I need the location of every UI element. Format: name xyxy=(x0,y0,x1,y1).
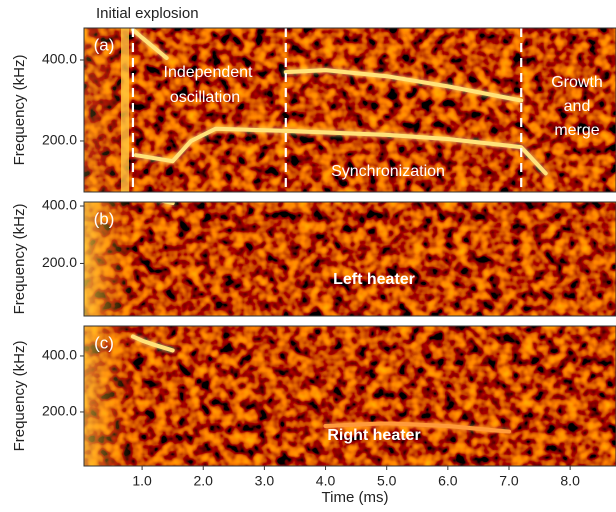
x-tick-label: 8.0 xyxy=(560,473,580,489)
panel-label: (b) xyxy=(94,209,115,228)
x-tick-label: 7.0 xyxy=(499,473,519,489)
y-tick-label: 400.0 xyxy=(42,51,77,67)
annotation: Left heater xyxy=(333,271,415,288)
ridge-line xyxy=(283,68,524,103)
plot-frame xyxy=(83,27,616,193)
panel xyxy=(84,28,616,192)
panel-label: (c) xyxy=(94,333,114,352)
panel-label: (a) xyxy=(94,35,115,54)
y-axis-label: Frequency (kHz) xyxy=(11,341,28,452)
x-axis-label: Time (ms) xyxy=(322,489,389,506)
y-axis-label: Frequency (kHz) xyxy=(11,204,28,315)
x-tick-label: 3.0 xyxy=(255,473,275,489)
annotation: Right heater xyxy=(327,427,420,444)
x-tick-label: 2.0 xyxy=(194,473,214,489)
low-time-burst xyxy=(84,202,134,316)
plot-frame xyxy=(83,325,616,467)
explosion-band xyxy=(121,28,129,192)
y-tick-label: 200.0 xyxy=(42,132,77,148)
y-axis-label: Frequency (kHz) xyxy=(11,55,28,166)
annotation: Synchronization xyxy=(331,163,445,180)
spectrogram-noise xyxy=(84,28,616,192)
annotation: merge xyxy=(554,122,599,139)
plot-frame xyxy=(83,201,616,317)
panel xyxy=(84,202,616,316)
low-time-burst xyxy=(84,326,134,466)
ridge-line xyxy=(130,334,175,353)
annotation: Initial explosion xyxy=(96,5,199,22)
x-tick-label: 1.0 xyxy=(132,473,152,489)
annotation: and xyxy=(564,98,591,115)
annotation: Growth xyxy=(551,74,603,91)
x-tick-label: 6.0 xyxy=(438,473,458,489)
panel xyxy=(84,326,616,466)
x-tick-label: 4.0 xyxy=(316,473,336,489)
ridge-line xyxy=(323,421,511,434)
y-tick-label: 200.0 xyxy=(42,254,77,270)
spectrogram-noise xyxy=(84,202,616,316)
y-tick-label: 400.0 xyxy=(42,197,77,213)
y-tick-label: 400.0 xyxy=(42,347,77,363)
annotation: Independent xyxy=(164,64,254,81)
ridge-line xyxy=(134,126,548,176)
ridge-line xyxy=(130,28,169,60)
x-tick-label: 5.0 xyxy=(377,473,397,489)
annotation: oscillation xyxy=(170,89,240,106)
y-tick-label: 200.0 xyxy=(42,403,77,419)
